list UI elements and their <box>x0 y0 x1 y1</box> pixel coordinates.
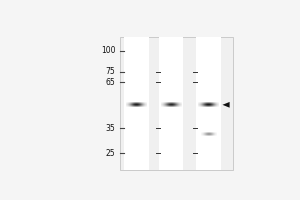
Bar <box>196 37 220 170</box>
Polygon shape <box>223 102 230 108</box>
Text: 100: 100 <box>101 46 116 55</box>
Text: 25: 25 <box>106 149 116 158</box>
Bar <box>120 37 233 170</box>
Text: 35: 35 <box>106 124 116 133</box>
Text: 65: 65 <box>106 78 116 87</box>
Bar <box>159 37 183 170</box>
Bar <box>124 37 148 170</box>
Text: 75: 75 <box>106 67 116 76</box>
